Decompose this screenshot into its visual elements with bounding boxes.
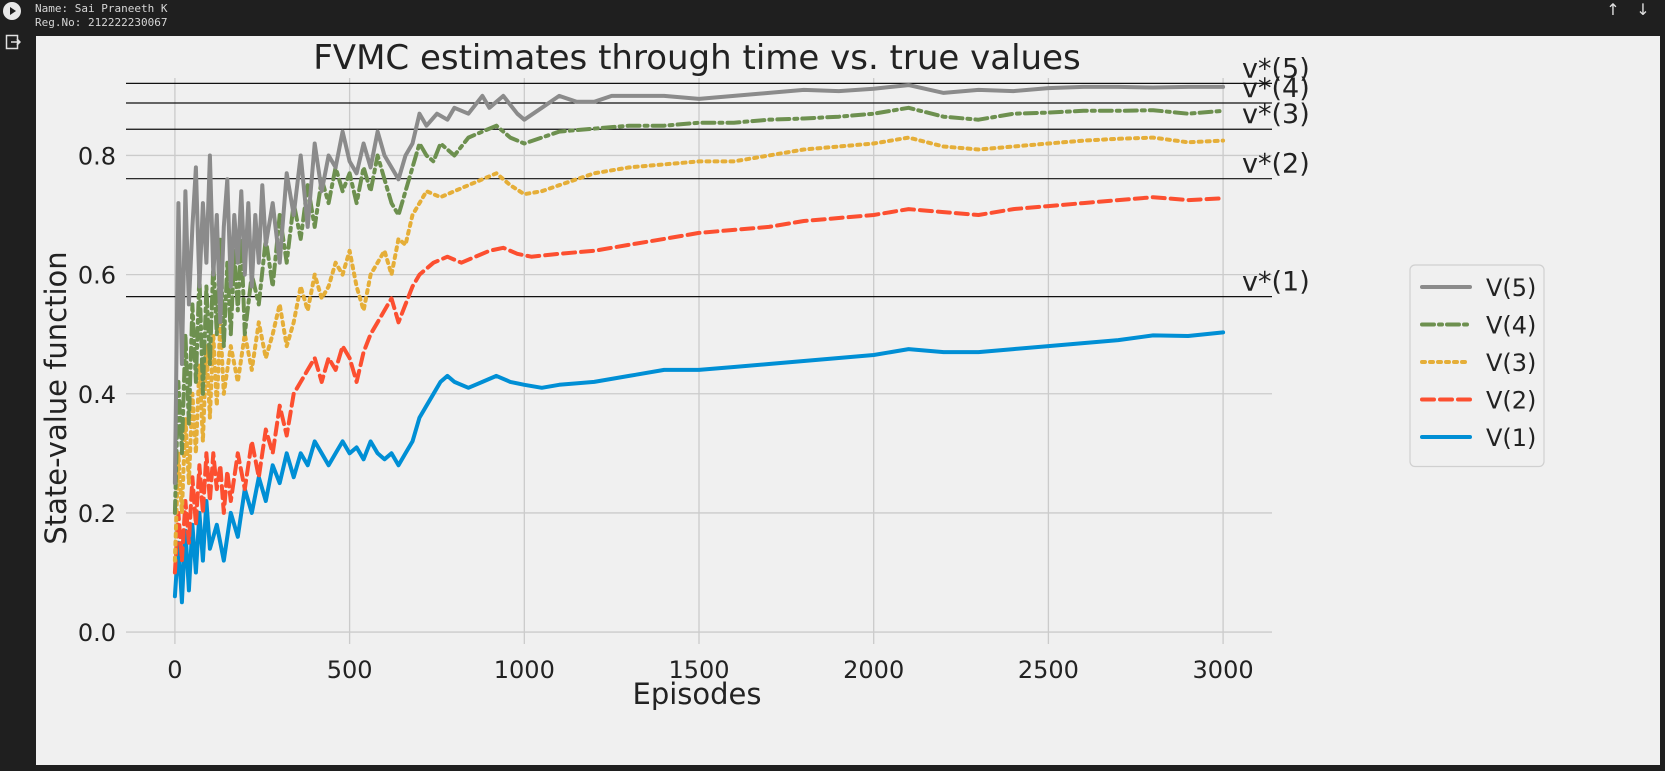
reference-line-label: v*(4) [1242,73,1310,104]
series-lines [172,83,1226,605]
reference-lines: v*(1) v*(2) v*(3)v*(4)v*(5) [126,53,1310,298]
y-tick-label: 0.2 [78,500,116,528]
chart-title: FVMC estimates through time vs. true val… [313,38,1080,78]
reference-line-label: v*(1) [1242,267,1310,298]
move-down-icon[interactable]: ↓ [1636,0,1650,19]
legend-box [1409,264,1545,468]
cell-toolbar: ↑ ↓ [1603,0,1653,20]
legend-entry: V(5) [1486,274,1536,302]
x-tick-label: 3000 [1193,656,1254,684]
y-tick-label: 0.6 [78,262,116,290]
output-line-regno: Reg.No: 212222230067 [35,16,168,29]
x-tick-label: 0 [167,656,182,684]
move-up-icon[interactable]: ↑ [1606,0,1620,19]
output-line-name: Name: Sai Praneeth K [35,2,168,15]
chart-legend: V(5) V(4) V(3) V(2) V(1) [1409,264,1545,468]
series-line [172,330,1226,605]
cell-output-text: Name: Sai Praneeth K Reg.No: 21222223006… [35,2,167,30]
x-axis-label: Episodes [633,677,762,711]
legend-entry: V(2) [1486,387,1536,415]
axis-ticks: 0 500 1000 1500 2000 2500 3000 0.0 0.2 0.4 0.6 0.8 [78,142,1254,684]
x-tick-label: 1500 [668,656,729,684]
x-tick-label: 1000 [494,656,555,684]
y-tick-label: 0.0 [78,619,116,647]
series-line [172,83,1226,486]
legend-entry: V(1) [1486,424,1536,452]
x-tick-label: 2500 [1018,656,1079,684]
y-axis-label: State-value function [39,251,73,544]
reference-line-label: v*(3) [1242,99,1310,130]
output-redirect-icon[interactable] [5,34,22,50]
x-tick-label: 500 [327,656,373,684]
legend-entry: V(3) [1486,349,1536,377]
series-line [172,135,1226,563]
play-circle-icon[interactable] [3,2,21,20]
y-tick-label: 0.8 [78,142,116,170]
chart-svg: 0 500 1000 1500 2000 2500 30000.00.20.40.60.8 … [39,38,1545,711]
y-tick-label: 0.4 [78,381,116,409]
legend-entry: V(4) [1486,312,1536,340]
series-line [172,195,1226,575]
reference-line-label: v*(2) [1242,149,1310,180]
cell-gutter [0,0,34,771]
x-tick-label: 2000 [843,656,904,684]
reference-line-label: v*(5) [1242,53,1310,84]
chart-figure: 0 500 1000 1500 2000 2500 3000 0.0 0.2 0.4 0.6 0.8 … [36,36,1660,765]
